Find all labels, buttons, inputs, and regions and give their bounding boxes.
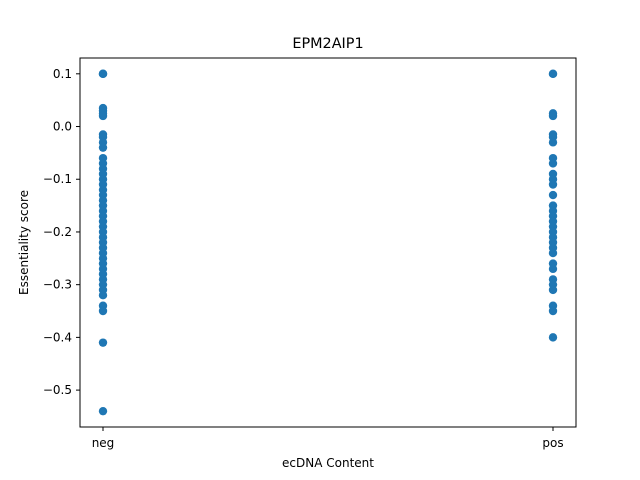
data-point-pos — [548, 69, 558, 79]
data-point-neg — [98, 69, 108, 79]
y-tick-label: −0.4 — [43, 330, 72, 344]
y-tick-label: 0.1 — [53, 67, 72, 81]
data-point-pos — [548, 180, 558, 189]
data-point-neg — [98, 338, 108, 347]
x-axis-label: ecDNA Content — [282, 456, 374, 470]
y-axis-label: Essentiality score — [17, 190, 31, 295]
x-tick-label: neg — [92, 436, 115, 450]
data-point-pos — [548, 264, 558, 274]
y-axis-ticks: 0.1 0.0 −0.1 −0.2 −0.3 −0.4 −0.5 — [43, 67, 80, 397]
data-point-pos — [548, 159, 558, 168]
data-point-neg — [98, 406, 108, 416]
data-point-pos — [548, 248, 558, 258]
data-points — [98, 69, 558, 416]
data-point-neg — [98, 291, 108, 300]
y-tick-label: 0.0 — [53, 120, 72, 134]
x-tick-label: pos — [542, 436, 563, 450]
plot-area-frame — [79, 57, 577, 428]
data-point-pos — [548, 285, 558, 295]
y-tick-label: −0.1 — [43, 172, 72, 186]
data-point-pos — [548, 306, 558, 316]
data-point-neg — [98, 306, 108, 316]
data-point-pos — [548, 138, 558, 147]
chart-title: EPM2AIP1 — [292, 36, 363, 52]
data-point-pos — [548, 333, 558, 342]
y-tick-label: −0.2 — [43, 225, 72, 239]
data-point-neg — [98, 111, 108, 121]
data-point-neg — [98, 143, 108, 152]
y-tick-label: −0.3 — [43, 278, 72, 292]
y-tick-label: −0.5 — [43, 383, 72, 397]
data-point-pos — [548, 111, 558, 121]
x-axis-ticks: neg pos — [92, 427, 564, 450]
data-point-pos — [548, 190, 558, 200]
